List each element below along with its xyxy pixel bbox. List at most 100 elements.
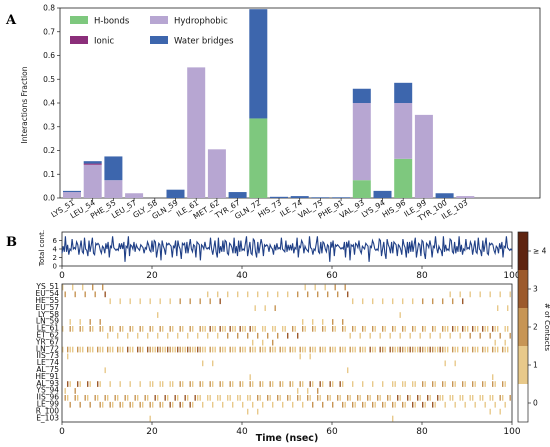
heatmap-cell [104,291,106,298]
heatmap-row-label: AL_93 [36,379,59,388]
heatmap-cell [462,381,464,387]
heatmap-cell [452,298,454,305]
a-y-tick-label: 0.2 [43,146,55,155]
heatmap-cell [64,388,66,394]
heatmap-cell [484,326,486,332]
heatmap-x-tick-label: 0 [59,427,65,437]
heatmap-cell [222,326,224,332]
heatmap-cell [332,381,334,387]
heatmap-frame [61,283,513,423]
heatmap-cell [82,326,84,332]
heatmap-cell [67,353,69,360]
heatmap-background [62,284,512,422]
heatmap-cell [272,381,274,387]
heatmap-cell [504,326,506,332]
heatmap-cell [332,401,334,408]
heatmap-cell [72,326,74,332]
heatmap-cell [119,401,121,408]
colorbar-tick-label: 3 [533,285,538,294]
heatmap-cell [129,381,131,387]
heatmap-cell [74,388,76,394]
heatmap-cell [104,367,106,374]
heatmap-cell [482,381,484,387]
heatmap-cell [382,381,384,387]
heatmap-cell [352,381,354,387]
heatmap-cell [332,319,334,325]
heatmap-cell [92,346,94,353]
heatmap-cell [287,395,289,401]
heatmap-cell [122,401,124,408]
heatmap-cell [467,326,469,332]
heatmap-cell [117,346,119,353]
heatmap-cell [204,346,206,353]
heatmap-cell [354,346,356,353]
bar-segment [207,149,226,198]
heatmap-cell [207,291,209,298]
heatmap-cell [274,305,276,311]
heatmap-cell [232,326,234,332]
heatmap-cell [174,395,176,401]
heatmap-cell [272,401,274,408]
heatmap-cell [244,346,246,353]
heatmap-cell [237,395,239,401]
colorbar-tick-label: 2 [533,323,538,332]
heatmap-cell [392,326,394,332]
heatmap-cell [304,346,306,353]
heatmap-cell [279,346,281,353]
heatmap-cell [339,346,341,353]
heatmap-row-label: LN_72 [36,344,59,353]
heatmap-cell [179,326,181,332]
heatmap-row-label: LY_58 [38,310,59,319]
heatmap-cell [82,284,84,291]
heatmap-cell [282,346,284,353]
heatmap-cell [494,381,496,387]
heatmap-cell [497,326,499,332]
heatmap-cell [67,395,69,401]
legend-label: Ionic [94,37,114,47]
heatmap-cell [394,346,396,353]
heatmap-cell [309,395,311,401]
heatmap-cell [192,326,194,332]
heatmap-cell [462,395,464,401]
heatmap-cell [449,291,451,298]
bar-segment [290,196,309,198]
heatmap-row-label: YR_67 [35,337,59,346]
heatmap-cell [259,346,261,353]
heatmap-cell [102,401,104,408]
heatmap-cell [159,346,161,353]
heatmap-cell [389,332,391,339]
heatmap-cell [139,298,141,305]
heatmap-cell [504,381,506,387]
heatmap-cell [359,346,361,353]
heatmap-cell [442,326,444,332]
heatmap-cell [147,332,149,339]
heatmap-x-axis-label: Time (nsec) [256,433,319,444]
bar-segment [435,193,454,198]
heatmap-row-label: YS_94 [35,386,59,395]
heatmap-cell [169,401,171,408]
heatmap-cell [339,381,341,387]
heatmap-cell [77,346,79,353]
heatmap-cell [307,291,309,298]
legend-swatch [70,16,88,24]
heatmap-cell [312,326,314,332]
heatmap-cell [104,395,106,401]
heatmap-cell [462,346,464,353]
heatmap-cell [99,326,101,332]
heatmap-cell [172,381,174,387]
heatmap-cell [232,401,234,408]
heatmap-cell [299,353,301,360]
heatmap-cell [352,401,354,408]
bar-segment [83,164,102,198]
heatmap-cell [282,401,284,408]
heatmap-cell [97,381,99,387]
heatmap-cell [232,346,234,353]
heatmap-cell [504,339,506,346]
heatmap-cell [199,395,201,401]
heatmap-cell [272,339,274,346]
heatmap-cell [402,401,404,408]
heatmap-cell [417,346,419,353]
heatmap-cell [79,346,81,353]
heatmap-cell [297,395,299,401]
heatmap-cell [237,291,239,298]
